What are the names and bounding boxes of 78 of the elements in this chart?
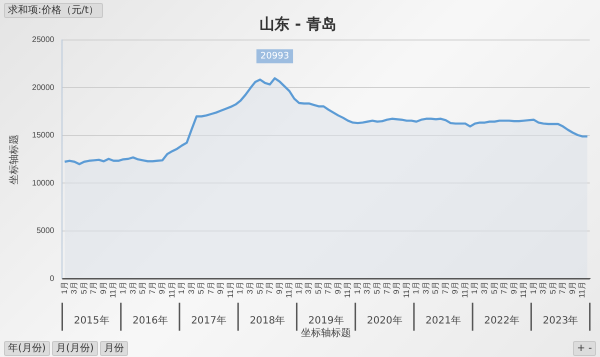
x-tick-label: 9月 bbox=[450, 282, 460, 294]
x-tick-label: 1月 bbox=[236, 282, 245, 294]
x-tick-label: 7月 bbox=[324, 282, 333, 294]
text: 2020年 bbox=[366, 314, 402, 326]
text: 2015年 bbox=[74, 314, 110, 326]
x-tick-label: 7月 bbox=[382, 282, 392, 294]
x-tick-label: 9月 bbox=[392, 282, 402, 294]
x-tick-label: 3月 bbox=[304, 282, 314, 294]
x-tick-label: 9月 bbox=[509, 282, 518, 294]
y-tick-label: 0 bbox=[50, 274, 55, 283]
field-button: 月(月份) bbox=[52, 341, 98, 356]
x-tick-label: 11月 bbox=[284, 282, 294, 298]
x-tick-label: 3月 bbox=[480, 282, 489, 294]
x-tick-label: 11月 bbox=[578, 282, 587, 298]
field-button: + - bbox=[572, 341, 596, 356]
chart-title: 山东 - 青岛 bbox=[260, 14, 336, 33]
x-tick-label: 1月 bbox=[60, 282, 69, 294]
x-tick-label: 1月 bbox=[177, 282, 186, 294]
y-tick-label: 25000 bbox=[32, 35, 55, 44]
x-tick-label: 5月 bbox=[314, 282, 323, 294]
field-button: 年(月份) bbox=[4, 341, 50, 356]
x-axis-title: 坐标轴标题 bbox=[301, 326, 352, 339]
text: 2017年 bbox=[191, 314, 227, 326]
x-tick-label: 1月 bbox=[470, 282, 480, 294]
x-tick-label: 3月 bbox=[70, 282, 79, 294]
x-tick-label: 11月 bbox=[460, 282, 470, 298]
x-tick-label: 3月 bbox=[362, 282, 372, 294]
x-tick-label: 5月 bbox=[79, 282, 88, 294]
x-tick-label: 9月 bbox=[158, 282, 167, 294]
field-button: 求和项:价格（元/t） bbox=[4, 3, 103, 18]
x-tick-label: 5月 bbox=[431, 282, 440, 294]
x-tick-label: 7月 bbox=[89, 282, 98, 294]
x-tick-label: 5月 bbox=[138, 282, 148, 294]
x-tick-label: 9月 bbox=[274, 282, 284, 294]
x-tick-label: 3月 bbox=[538, 282, 548, 294]
text: 2016年 bbox=[132, 314, 168, 326]
x-tick-label: 11月 bbox=[167, 282, 176, 298]
x-tick-label: 9月 bbox=[98, 282, 108, 294]
field-button: 月份 bbox=[100, 341, 128, 356]
y-axis-title: 坐标轴标题 bbox=[8, 134, 20, 184]
x-tick-label: 3月 bbox=[246, 282, 255, 294]
data-label: 20993 bbox=[260, 52, 290, 62]
x-tick-label: 7月 bbox=[206, 282, 216, 294]
y-tick-label: 5000 bbox=[36, 226, 55, 236]
x-tick-label: 5月 bbox=[255, 282, 264, 294]
x-tick-label: 1月 bbox=[412, 282, 421, 294]
y-tick-label: 20000 bbox=[32, 82, 55, 92]
x-tick-label: 9月 bbox=[216, 282, 226, 294]
x-tick-label: 3月 bbox=[421, 282, 430, 294]
x-tick-label: 1月 bbox=[352, 282, 362, 294]
text: 2022年 bbox=[484, 314, 520, 326]
y-tick-label: 15000 bbox=[32, 130, 55, 140]
x-tick-label: 7月 bbox=[440, 282, 450, 294]
x-tick-label: 5月 bbox=[548, 282, 558, 294]
x-tick-label: 1月 bbox=[294, 282, 304, 294]
x-tick-label: 7月 bbox=[558, 282, 568, 294]
y-tick-label: 10000 bbox=[32, 178, 55, 188]
text: 2021年 bbox=[426, 314, 461, 326]
x-tick-label: 3月 bbox=[186, 282, 196, 294]
x-tick-label: 11月 bbox=[343, 282, 352, 298]
x-tick-label: 1月 bbox=[118, 282, 128, 294]
x-tick-label: 7月 bbox=[265, 282, 274, 294]
x-tick-label: 5月 bbox=[196, 282, 206, 294]
text: 2023年 bbox=[542, 314, 578, 326]
x-tick-label: 11月 bbox=[226, 282, 235, 298]
x-tick-label: 5月 bbox=[490, 282, 499, 294]
x-tick-label: 1月 bbox=[528, 282, 538, 294]
text: 2018年 bbox=[250, 314, 286, 326]
x-tick-label: 9月 bbox=[568, 282, 577, 294]
x-tick-label: 9月 bbox=[333, 282, 342, 294]
x-tick-label: 7月 bbox=[148, 282, 157, 294]
text: 2019年 bbox=[308, 314, 344, 326]
x-tick-label: 7月 bbox=[500, 282, 509, 294]
x-tick-label: 11月 bbox=[402, 282, 411, 298]
x-tick-label: 5月 bbox=[372, 282, 382, 294]
x-tick-label: 3月 bbox=[128, 282, 138, 294]
x-tick-label: 11月 bbox=[108, 282, 118, 298]
x-tick-label: 11月 bbox=[519, 282, 528, 298]
